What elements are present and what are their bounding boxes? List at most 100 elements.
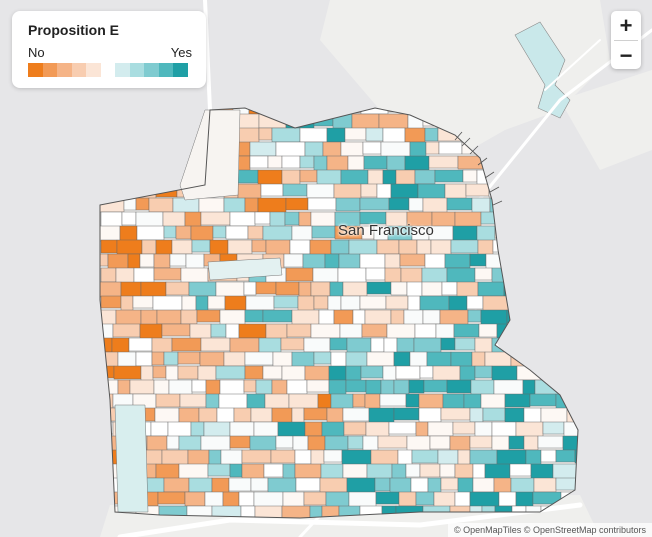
precinct[interactable] [476,225,496,243]
precinct[interactable] [419,463,441,478]
precinct[interactable] [343,421,367,436]
precinct[interactable] [579,436,596,453]
precinct[interactable] [388,197,410,211]
precinct[interactable] [241,449,272,464]
precinct[interactable] [539,211,556,228]
precinct[interactable] [562,337,590,356]
precinct[interactable] [366,351,395,367]
precinct[interactable] [491,267,522,285]
precinct[interactable] [282,491,305,508]
precinct[interactable] [474,421,493,439]
precinct[interactable] [135,211,164,228]
precinct[interactable] [178,463,209,480]
precinct[interactable] [398,239,418,256]
precinct[interactable] [397,449,413,466]
precinct[interactable] [95,365,115,379]
precinct[interactable] [431,211,456,229]
precinct[interactable] [413,337,442,355]
precinct[interactable] [167,421,192,438]
precinct[interactable] [426,351,452,368]
precinct[interactable] [405,393,420,408]
precinct[interactable] [166,435,180,450]
precinct[interactable] [304,421,323,437]
precinct[interactable] [405,463,421,478]
precinct[interactable] [255,281,277,295]
precinct[interactable] [310,281,331,297]
precinct[interactable] [95,141,110,156]
precinct[interactable] [133,267,155,284]
precinct[interactable] [540,449,557,463]
precinct[interactable] [454,463,474,479]
precinct[interactable] [120,100,143,113]
precinct[interactable] [172,197,200,215]
precinct[interactable] [339,323,363,339]
precinct[interactable] [244,365,264,380]
precinct[interactable] [135,351,153,367]
precinct[interactable] [128,337,153,352]
precinct[interactable] [577,309,600,328]
precinct[interactable] [510,253,541,268]
precinct[interactable] [191,239,211,253]
precinct[interactable] [161,127,189,145]
precinct[interactable] [262,365,283,380]
precinct[interactable] [148,197,174,213]
precinct[interactable] [294,449,312,465]
precinct[interactable] [249,435,277,453]
precinct[interactable] [229,211,256,227]
precinct[interactable] [309,239,332,256]
precinct[interactable] [580,282,593,296]
precinct[interactable] [243,379,257,393]
precinct[interactable] [520,309,536,325]
precinct[interactable] [223,197,246,214]
precinct[interactable] [115,155,135,170]
precinct[interactable] [427,421,454,437]
precinct[interactable] [258,337,282,354]
precinct[interactable] [345,365,362,382]
precinct[interactable] [249,155,269,169]
precinct[interactable] [155,393,181,408]
precinct[interactable] [477,281,505,297]
precinct[interactable] [414,323,437,339]
precinct[interactable] [340,169,369,186]
precinct[interactable] [389,477,412,494]
precinct[interactable] [346,477,376,495]
precinct[interactable] [571,393,594,409]
precinct[interactable] [446,267,476,284]
precinct[interactable] [380,379,395,397]
precinct[interactable] [386,155,406,172]
precinct[interactable] [425,141,440,155]
precinct[interactable] [292,435,309,453]
precinct[interactable] [152,365,167,379]
precinct[interactable] [155,239,173,257]
precinct[interactable] [139,113,161,131]
precinct[interactable] [359,197,390,211]
precinct[interactable] [294,463,322,479]
precinct[interactable] [281,365,306,382]
precinct[interactable] [424,253,446,271]
precinct[interactable] [255,379,273,395]
precinct[interactable] [108,141,129,156]
precinct[interactable] [169,253,187,267]
precinct[interactable] [229,337,260,354]
precinct[interactable] [439,309,469,326]
precinct[interactable] [471,197,491,215]
precinct[interactable] [546,169,564,186]
precinct[interactable] [395,365,421,380]
precinct[interactable] [100,183,130,197]
precinct[interactable] [442,393,465,410]
precinct[interactable] [323,449,343,463]
precinct[interactable] [233,407,252,423]
precinct[interactable] [153,379,170,397]
precinct[interactable] [328,365,347,383]
precinct[interactable] [227,239,253,255]
precinct[interactable] [508,295,529,313]
precinct[interactable] [324,435,349,451]
precinct[interactable] [489,197,519,215]
precinct[interactable] [330,351,347,368]
precinct[interactable] [374,477,391,492]
precinct[interactable] [555,477,579,491]
precinct[interactable] [267,155,283,169]
precinct[interactable] [251,239,267,253]
precinct[interactable] [386,323,416,340]
precinct[interactable] [396,337,415,353]
